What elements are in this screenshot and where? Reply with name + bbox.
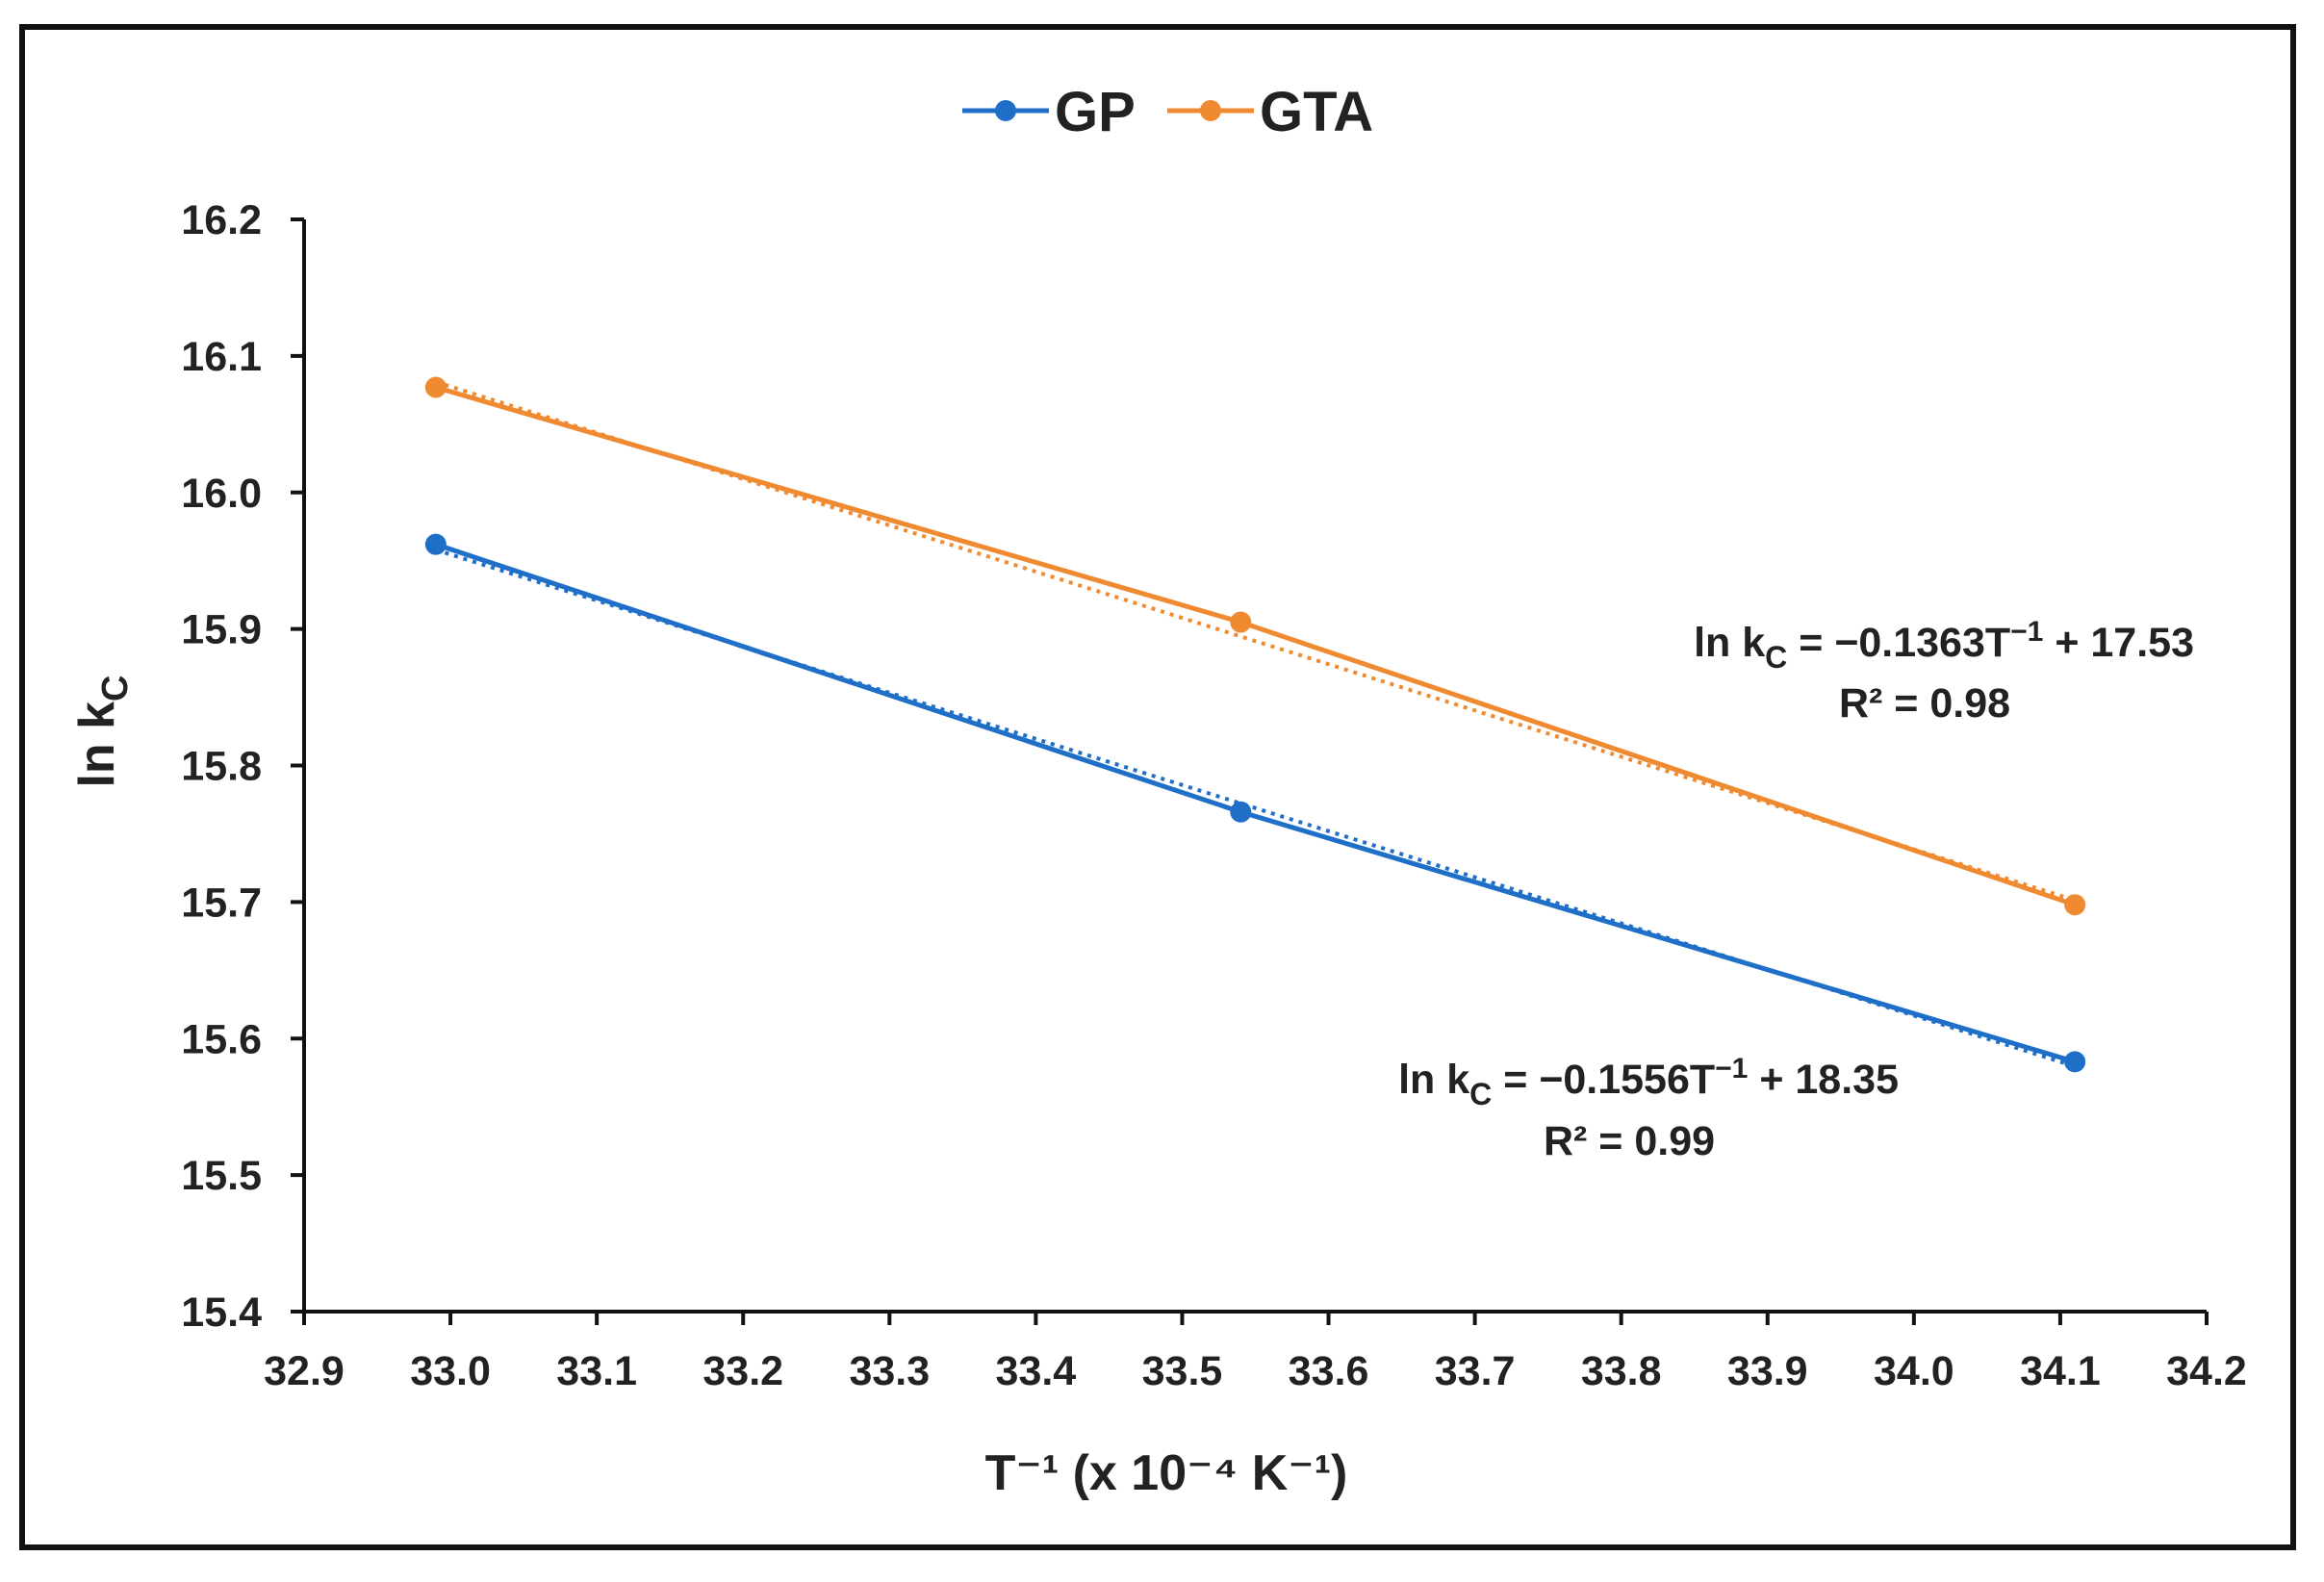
legend-marker-gp: [995, 100, 1016, 121]
legend-label-gp: GP: [1055, 81, 1136, 143]
y-tick-label: 15.9: [181, 607, 262, 653]
axes: 15.4 15.5 15.6 15.7 15.8 15.9 16.0 16.1 16.2 32.9…: [181, 197, 2247, 1394]
y-tick-label: 15.4: [181, 1289, 262, 1336]
data-point-gp: [424, 533, 447, 555]
data-point-gta: [1230, 611, 1252, 633]
equation-gta-text: ln kC = −0.1363T−1 + 17.53: [1694, 616, 2194, 675]
y-tick-label: 16.1: [181, 334, 262, 380]
data-point-gta: [424, 376, 447, 398]
r2-gta: R² = 0.98: [1839, 680, 2010, 727]
legend-label-gta: GTA: [1260, 81, 1373, 143]
series-lines: [435, 385, 2076, 1064]
y-axis-label: ln kC: [69, 675, 136, 787]
equation-gta: ln kC = −0.1363T−1 + 17.53 R² = 0.98: [1694, 616, 2194, 727]
x-tick-label: 34.2: [2166, 1348, 2247, 1394]
trendline-gp: [435, 548, 2076, 1069]
x-tick-label: 33.3: [849, 1348, 930, 1394]
equation-gp: ln kC = −0.1556T−1 + 18.35 R² = 0.99: [1398, 1053, 1899, 1164]
x-axis-label: T⁻¹ (x 10⁻⁴ K⁻¹): [985, 1445, 1348, 1501]
y-tick-label: 15.5: [181, 1153, 262, 1199]
data-points: [424, 376, 2086, 1073]
x-tick-label: 34.1: [2020, 1348, 2101, 1394]
legend-item-gp: GP: [962, 81, 1136, 143]
y-tick-label: 15.7: [181, 880, 262, 926]
x-tick-label: 33.6: [1289, 1348, 1369, 1394]
x-tick-label: 32.9: [264, 1348, 345, 1394]
x-tick-label: 33.0: [410, 1348, 491, 1394]
x-tick-label: 33.4: [996, 1348, 1077, 1394]
x-tick-label: 33.8: [1581, 1348, 1662, 1394]
x-tick-label: 33.2: [702, 1348, 783, 1394]
y-tick-label: 15.6: [181, 1016, 262, 1062]
x-tick-label: 34.0: [1874, 1348, 1954, 1394]
x-tick-label: 33.1: [556, 1348, 637, 1394]
x-tick-label: 33.7: [1435, 1348, 1516, 1394]
x-tick-label: 33.9: [1727, 1348, 1808, 1394]
y-tick-label: 16.0: [181, 471, 262, 517]
legend: GP GTA: [962, 81, 1373, 143]
legend-marker-gta: [1200, 100, 1221, 121]
r2-gp: R² = 0.99: [1544, 1118, 1715, 1164]
y-tick-label: 16.2: [181, 197, 262, 243]
data-point-gta: [2064, 894, 2086, 916]
data-point-gp: [1230, 801, 1252, 823]
trendline-gta: [435, 379, 2076, 903]
legend-item-gta: GTA: [1167, 81, 1373, 143]
data-point-gp: [2064, 1051, 2086, 1073]
equation-gp-text: ln kC = −0.1556T−1 + 18.35: [1398, 1053, 1899, 1111]
chart-frame: [19, 24, 2296, 1550]
y-tick-label: 15.8: [181, 744, 262, 790]
trendlines: [435, 379, 2076, 1069]
x-tick-label: 33.5: [1142, 1348, 1223, 1394]
